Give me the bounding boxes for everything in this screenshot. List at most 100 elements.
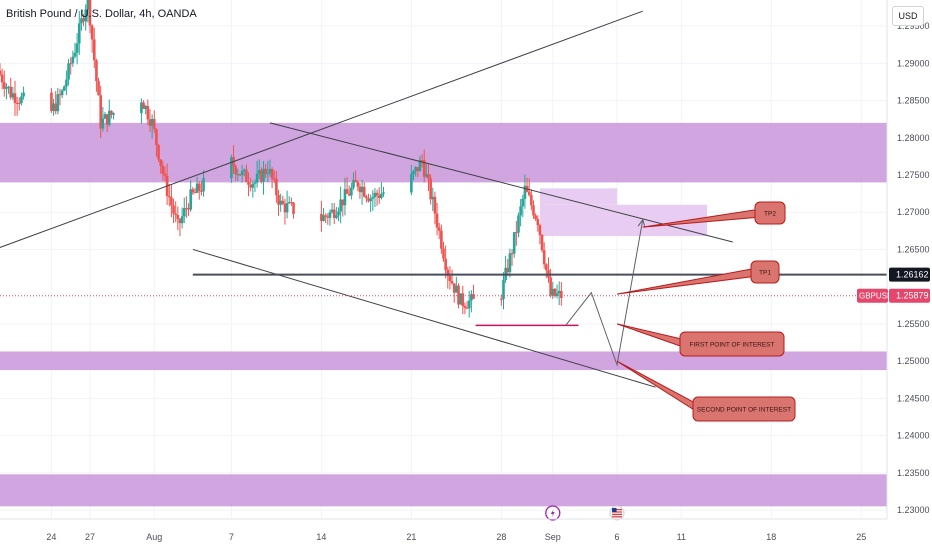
trendline: [0, 10, 643, 248]
candle-body: [431, 196, 435, 200]
candle-body: [339, 199, 342, 212]
candle-body: [521, 198, 525, 207]
candle-body: [50, 92, 53, 111]
candle-body: [532, 205, 535, 216]
candle-body: [455, 285, 458, 293]
candle-body: [58, 94, 62, 96]
candle-body: [281, 200, 285, 204]
candle-body: [176, 214, 180, 220]
candle-body: [435, 213, 439, 228]
currency-button[interactable]: USD: [892, 6, 924, 26]
candle-body: [60, 90, 64, 96]
y-tick-label: 1.27000: [897, 207, 930, 217]
candle-body: [75, 43, 79, 53]
candle-body: [457, 285, 460, 305]
candle-body: [506, 267, 510, 273]
candle-body: [7, 86, 10, 88]
chart-title: British Pound / U.S. Dollar, 4h, OANDA: [6, 8, 197, 20]
grid: [0, 0, 887, 519]
x-tick-label: 6: [615, 532, 620, 542]
callout-pointer: [616, 267, 758, 295]
candle-body: [542, 250, 546, 265]
zone-band: [0, 351, 887, 371]
candle-body: [180, 216, 184, 224]
candle-body: [420, 160, 424, 162]
candle-body: [101, 118, 105, 129]
candle-body: [354, 180, 357, 182]
y-tick-label: 1.29500: [897, 21, 930, 31]
candle-body: [285, 203, 289, 213]
candle-body: [332, 209, 336, 218]
tp-zone: [539, 188, 618, 205]
x-tick-label: 24: [46, 532, 56, 542]
candle-body: [330, 209, 334, 213]
candle-body: [440, 230, 443, 249]
candle-body: [195, 183, 199, 193]
candle-body: [266, 173, 270, 175]
candle-body: [530, 195, 533, 206]
candle-body: [103, 114, 107, 119]
level-price-label: 1.26162: [896, 270, 929, 280]
candle-body: [245, 169, 248, 183]
candle-body: [185, 208, 188, 210]
candle-body: [88, 0, 92, 26]
candle-body: [105, 114, 109, 125]
y-tick-label: 1.24000: [897, 431, 930, 441]
x-tick-label: 11: [677, 532, 686, 542]
candle-body: [467, 300, 471, 309]
candle-body: [80, 18, 83, 24]
x-tick-label: 18: [766, 532, 776, 542]
zone-band: [0, 474, 887, 507]
candle-body: [279, 200, 282, 205]
candle-body: [519, 206, 522, 216]
candle-body: [450, 281, 454, 284]
candle-body: [375, 192, 379, 196]
y-tick-label: 1.28000: [897, 133, 930, 143]
candle-body: [322, 215, 325, 221]
candle-body: [268, 168, 272, 174]
candle-body: [465, 307, 469, 309]
callout-box: [750, 260, 780, 284]
candle-body: [538, 225, 542, 235]
callout-box: [692, 396, 796, 422]
candle-body: [22, 92, 25, 97]
candle-body: [425, 174, 428, 177]
candle-body: [382, 192, 385, 194]
y-tick-label: 1.25500: [897, 319, 930, 329]
candle-body: [446, 269, 450, 276]
candle-body: [152, 118, 156, 130]
candle-body: [264, 168, 267, 174]
trendline: [192, 248, 656, 388]
candle-body: [159, 159, 162, 166]
candle-body: [182, 208, 186, 217]
candle-body: [5, 87, 8, 89]
projection-arrow-head: [637, 218, 646, 228]
candle-body: [187, 208, 190, 210]
supply-demand-zones: [0, 122, 887, 507]
y-tick-label: 1.23000: [897, 505, 930, 515]
candle-body: [236, 174, 240, 176]
candle-body: [255, 173, 259, 183]
candle-body: [380, 193, 383, 199]
candle-body: [95, 60, 98, 82]
candle-body: [341, 199, 345, 206]
candle-body: [62, 86, 66, 91]
candle-body: [560, 290, 563, 298]
symbol-tag: [857, 288, 888, 303]
callout-label: TP1: [759, 270, 771, 277]
candle-body: [557, 290, 561, 294]
candle-body: [272, 178, 276, 180]
candle-body: [155, 129, 158, 146]
candle-body: [270, 168, 274, 179]
candle-body: [92, 39, 96, 61]
y-tick-label: 1.25000: [897, 356, 930, 366]
candle-body: [15, 102, 19, 104]
candle-body: [140, 102, 143, 114]
candle-body: [553, 288, 557, 296]
candle-body: [86, 0, 90, 10]
symbol-label: GBPUSD: [859, 292, 893, 301]
flag-stripe: [612, 509, 623, 511]
candle-body: [150, 118, 154, 126]
y-tick-label: 1.24500: [897, 393, 930, 403]
